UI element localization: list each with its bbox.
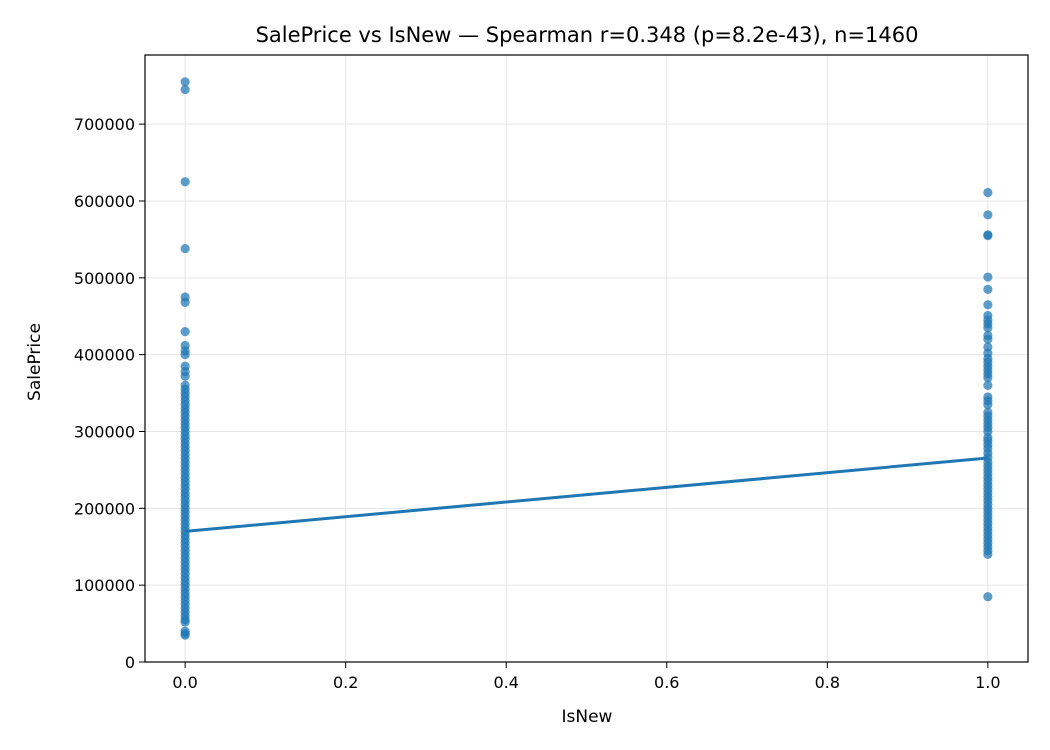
plot-frame xyxy=(144,54,1029,663)
y-tick-label: 0 xyxy=(125,653,135,672)
y-tick-label: 500000 xyxy=(74,269,135,288)
x-tick-label: 0.0 xyxy=(172,673,197,692)
data-point xyxy=(983,210,993,220)
data-point xyxy=(983,230,993,241)
data-point xyxy=(180,297,190,308)
regression-line xyxy=(184,456,989,533)
data-point xyxy=(180,617,190,627)
data-point xyxy=(983,187,993,198)
y-axis-label: SalePrice xyxy=(25,323,45,401)
data-point xyxy=(983,300,993,310)
data-point xyxy=(180,630,190,640)
points-layer xyxy=(180,77,993,640)
data-point xyxy=(983,592,993,602)
grid-layer xyxy=(145,55,1028,663)
y-tick-label: 300000 xyxy=(74,422,135,441)
x-tick-label: 0.8 xyxy=(815,673,840,692)
data-point xyxy=(180,350,190,360)
y-tick-label: 600000 xyxy=(74,192,135,211)
data-point xyxy=(983,323,993,333)
ticks-layer: 0.0 0.2 0.4 0.6 0.8 1.0 0 100000 200000 300000 400… xyxy=(74,115,1001,692)
data-point xyxy=(983,549,993,560)
y-tick-label: 100000 xyxy=(74,576,135,595)
data-point xyxy=(180,177,190,187)
x-tick-label: 0.6 xyxy=(654,673,679,692)
x-tick-label: 0.4 xyxy=(494,673,519,692)
data-point xyxy=(983,272,993,282)
x-tick-label: 0.2 xyxy=(333,673,358,692)
data-point xyxy=(180,371,190,381)
data-point xyxy=(983,334,993,344)
data-point xyxy=(180,244,190,254)
data-point xyxy=(983,284,993,294)
y-tick-label: 400000 xyxy=(74,346,135,365)
y-tick-label: 200000 xyxy=(74,499,135,518)
data-point xyxy=(180,327,190,337)
data-point xyxy=(983,380,993,390)
data-point xyxy=(983,400,993,410)
chart-title: SalePrice vs IsNew — Spearman r=0.348 (p… xyxy=(256,23,919,47)
x-tick-label: 1.0 xyxy=(975,673,1000,692)
fit-line-layer xyxy=(184,456,989,533)
y-tick-label: 700000 xyxy=(74,115,135,134)
data-point xyxy=(180,84,190,95)
x-axis-label: IsNew xyxy=(562,707,613,727)
data-point xyxy=(983,373,993,383)
data-point xyxy=(180,77,190,87)
